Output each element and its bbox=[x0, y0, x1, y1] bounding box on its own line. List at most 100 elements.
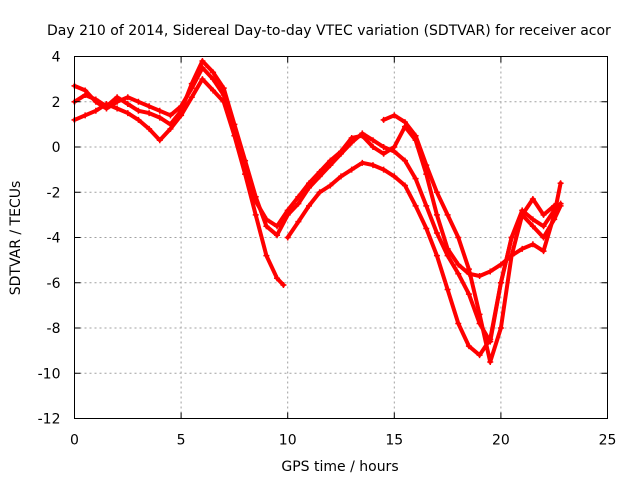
data-point bbox=[519, 211, 526, 218]
y-tick-label: -2 bbox=[47, 185, 61, 201]
data-point bbox=[487, 268, 494, 275]
data-point bbox=[306, 202, 313, 209]
data-point bbox=[423, 162, 430, 169]
series-layer bbox=[71, 58, 564, 365]
data-point bbox=[295, 218, 302, 225]
data-point bbox=[242, 162, 249, 169]
data-point bbox=[124, 94, 131, 101]
data-point bbox=[465, 266, 472, 273]
data-point bbox=[135, 98, 142, 105]
data-point bbox=[156, 114, 163, 121]
data-point bbox=[455, 234, 462, 241]
data-point bbox=[433, 229, 440, 236]
data-point bbox=[135, 116, 142, 123]
data-point bbox=[391, 112, 398, 119]
data-point bbox=[465, 343, 472, 350]
y-tick-label: 0 bbox=[52, 140, 61, 156]
data-point bbox=[316, 189, 323, 196]
data-point bbox=[306, 180, 313, 187]
x-tick-label: 15 bbox=[385, 433, 403, 449]
data-point bbox=[348, 166, 355, 173]
data-point bbox=[551, 216, 558, 223]
data-point bbox=[263, 216, 270, 223]
y-tick-label: -12 bbox=[38, 412, 61, 428]
data-point bbox=[188, 94, 195, 101]
series-track-3 bbox=[71, 64, 564, 279]
data-point bbox=[369, 144, 376, 150]
data-point bbox=[487, 358, 494, 365]
y-tick-label: 4 bbox=[52, 50, 61, 66]
data-point bbox=[423, 202, 430, 209]
data-point bbox=[380, 116, 387, 123]
data-point bbox=[210, 76, 217, 83]
data-point bbox=[529, 223, 536, 230]
data-point bbox=[231, 125, 238, 132]
data-point bbox=[401, 182, 408, 189]
series-line bbox=[72, 59, 563, 344]
data-point bbox=[135, 107, 142, 114]
data-point bbox=[540, 234, 547, 241]
data-point bbox=[199, 58, 206, 65]
data-point bbox=[124, 101, 131, 108]
grid-layer bbox=[74, 56, 608, 419]
x-tick-label: 5 bbox=[177, 433, 186, 449]
data-point bbox=[369, 137, 376, 144]
data-point bbox=[412, 132, 419, 139]
data-point bbox=[497, 325, 504, 331]
series-track-5 bbox=[380, 112, 558, 365]
data-point bbox=[220, 91, 227, 98]
data-point bbox=[433, 189, 440, 196]
data-point bbox=[380, 166, 387, 173]
data-point bbox=[551, 202, 558, 209]
data-point bbox=[167, 125, 174, 132]
data-point bbox=[476, 311, 483, 318]
data-point bbox=[284, 207, 291, 214]
data-point bbox=[210, 69, 217, 76]
data-point bbox=[252, 198, 259, 205]
series-line bbox=[285, 160, 563, 358]
data-point bbox=[280, 282, 287, 289]
y-axis-label: SDTVAR / TECUs bbox=[8, 181, 24, 296]
data-point bbox=[220, 85, 227, 92]
data-point bbox=[327, 157, 334, 164]
data-point bbox=[103, 105, 110, 112]
data-point bbox=[401, 157, 408, 164]
data-point bbox=[146, 125, 153, 132]
data-point bbox=[540, 248, 547, 255]
data-point bbox=[167, 112, 174, 119]
data-point bbox=[199, 64, 206, 71]
data-point bbox=[348, 134, 355, 141]
y-tick-label: -4 bbox=[47, 231, 61, 247]
data-point bbox=[380, 144, 387, 150]
data-point bbox=[274, 232, 281, 239]
data-point bbox=[487, 336, 494, 343]
data-point bbox=[391, 144, 398, 150]
y-tick-label: 2 bbox=[52, 95, 61, 111]
data-point bbox=[455, 320, 462, 327]
data-point bbox=[359, 159, 366, 166]
data-point bbox=[316, 168, 323, 175]
data-point bbox=[178, 103, 185, 110]
series-line bbox=[381, 113, 557, 364]
data-point bbox=[497, 261, 504, 268]
data-point bbox=[444, 252, 451, 259]
data-point bbox=[455, 270, 462, 277]
y-tick-label: -10 bbox=[38, 366, 61, 382]
data-point bbox=[540, 211, 547, 218]
x-tick-label: 0 bbox=[70, 433, 79, 449]
y-tick-label: -6 bbox=[47, 276, 61, 292]
data-point bbox=[210, 87, 217, 94]
data-point bbox=[391, 173, 398, 180]
data-point bbox=[92, 98, 99, 105]
data-point bbox=[412, 202, 419, 209]
data-point bbox=[263, 223, 270, 230]
data-point bbox=[412, 175, 419, 182]
data-point bbox=[114, 105, 121, 112]
data-point bbox=[465, 291, 472, 298]
data-point bbox=[476, 352, 483, 359]
data-point bbox=[423, 225, 430, 232]
data-point bbox=[433, 211, 440, 218]
y-tick-label: -8 bbox=[47, 321, 61, 337]
data-point bbox=[295, 200, 302, 207]
